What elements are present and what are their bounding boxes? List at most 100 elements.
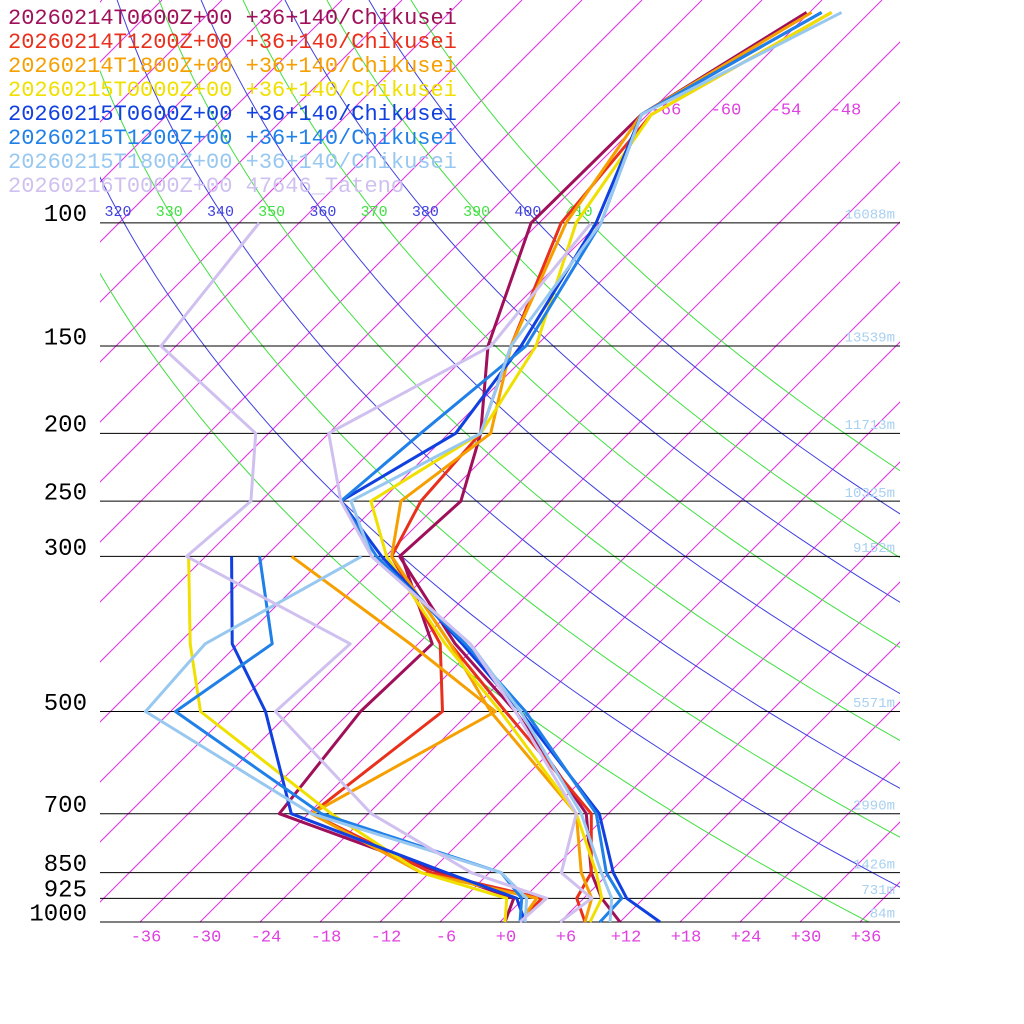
temperature-line [398, 11, 808, 923]
theta-label: 320 [104, 204, 131, 221]
theta-label: 360 [309, 204, 336, 221]
legend: 20260214T0600Z+00 +36+140/Chikusei202602… [8, 6, 457, 199]
y-tick-label: 250 [44, 480, 87, 507]
height-label: 16088m [845, 208, 895, 224]
isotherm-tick [799, 821, 900, 922]
isotherm [100, 0, 403, 303]
theta-label: 390 [463, 204, 490, 221]
isotherm [100, 0, 463, 363]
height-label: 11713m [845, 418, 895, 434]
y-tick-label: 200 [44, 413, 87, 440]
isotherm [100, 0, 343, 243]
height-label: 5571m [853, 696, 895, 712]
adiabat [100, 69, 900, 838]
isotherm-tick [739, 761, 900, 922]
adiabat [326, 0, 900, 559]
isotherm-tick [139, 161, 900, 922]
x-tick-label: +30 [791, 928, 822, 947]
height-label: 2990m [853, 798, 895, 814]
adiabat [368, 0, 900, 515]
isotherm-tick [199, 221, 900, 922]
plot-area: 310 320 330 340 350 360 370 380 390 400 410-66 -60-… [100, 0, 900, 922]
dewpoint-line [174, 556, 524, 923]
height-label: 13539m [845, 331, 895, 347]
legend-entry: 20260216T0000Z+00 47646_Tateno [8, 174, 404, 199]
y-tick-label: 300 [44, 536, 87, 563]
adiabat [116, 0, 900, 789]
x-tick-label: -30 [191, 928, 222, 947]
y-tick-label: 500 [44, 691, 87, 718]
x-tick-label: +24 [731, 928, 762, 947]
dewpoint-line [187, 556, 509, 923]
temperature-line [390, 11, 833, 923]
axes: 100 16088m 150 13539m 200 11713m 250 10325m 300 9… [29, 202, 900, 947]
isotherm [100, 0, 883, 783]
isotherm-label: -60 [711, 101, 742, 120]
y-tick-label: 100 [44, 202, 87, 229]
theta-label: 330 [156, 204, 183, 221]
adiabat [100, 272, 869, 922]
x-tick-label: -36 [131, 928, 162, 947]
adiabat [284, 0, 900, 603]
isotherm [100, 0, 763, 663]
theta-label: 340 [207, 204, 234, 221]
theta-label: 400 [514, 204, 541, 221]
isotherm [100, 0, 283, 183]
isotherm-tick [319, 341, 900, 922]
legend-entry: 20260215T0000Z+00 +36+140/Chikusei [8, 78, 457, 103]
temperature-line [339, 11, 823, 924]
isotherm-tick [619, 641, 900, 922]
x-tick-label: -6 [436, 928, 456, 947]
dewpoint-line [159, 221, 549, 924]
y-tick-label: 850 [44, 852, 87, 879]
legend-entry: 20260214T1200Z+00 +36+140/Chikusei [8, 30, 457, 55]
y-tick-label: 1000 [29, 901, 87, 928]
isotherm [100, 0, 823, 723]
adiabat [158, 0, 900, 742]
y-tick-label: 925 [44, 878, 87, 905]
adiabat [200, 0, 900, 695]
theta-label: 380 [412, 204, 439, 221]
x-tick-label: +0 [496, 928, 516, 947]
adiabat [100, 176, 900, 888]
isotherm [100, 0, 523, 423]
isotherm-label: -48 [831, 101, 862, 120]
x-tick-label: -18 [311, 928, 342, 947]
dewpoint-line [230, 556, 527, 923]
legend-entry: 20260215T1800Z+00 +36+140/Chikusei [8, 150, 457, 175]
theta-label: 370 [361, 204, 388, 221]
x-tick-label: -12 [371, 928, 402, 947]
x-tick-label: +36 [851, 928, 882, 947]
legend-entry: 20260215T0600Z+00 +36+140/Chikusei [8, 102, 457, 127]
x-tick-label: +6 [556, 928, 576, 947]
isotherm-tick [679, 701, 900, 922]
y-tick-label: 700 [44, 793, 87, 820]
isotherm [100, 0, 703, 603]
theta-label: 350 [258, 204, 285, 221]
height-label: 84m [870, 907, 895, 923]
adiabat [242, 0, 900, 649]
height-label: 731m [861, 883, 895, 899]
isotherm-tick [259, 281, 900, 922]
temperature-line [390, 11, 813, 923]
x-tick-label: +12 [611, 928, 642, 947]
temperature-line [327, 221, 594, 924]
legend-entry: 20260215T1200Z+00 +36+140/Chikusei [8, 126, 457, 151]
legend-entry: 20260214T1800Z+00 +36+140/Chikusei [8, 54, 457, 79]
isotherm-tick [379, 401, 900, 922]
isotherm [100, 101, 900, 903]
dewpoint-line [144, 555, 529, 923]
height-label: 9152m [853, 541, 895, 557]
temperature-line [369, 11, 833, 923]
adiabat [410, 0, 900, 472]
x-tick-label: -24 [251, 928, 282, 947]
isotherm-label: -54 [771, 101, 802, 120]
height-label: 1426m [853, 857, 895, 873]
isotherm [100, 0, 643, 543]
isotherm-tick [559, 581, 900, 922]
isotherm [100, 41, 900, 843]
y-tick-label: 150 [44, 325, 87, 352]
isotherm-tick [439, 461, 900, 922]
legend-entry: 20260214T0600Z+00 +36+140/Chikusei [8, 6, 457, 31]
